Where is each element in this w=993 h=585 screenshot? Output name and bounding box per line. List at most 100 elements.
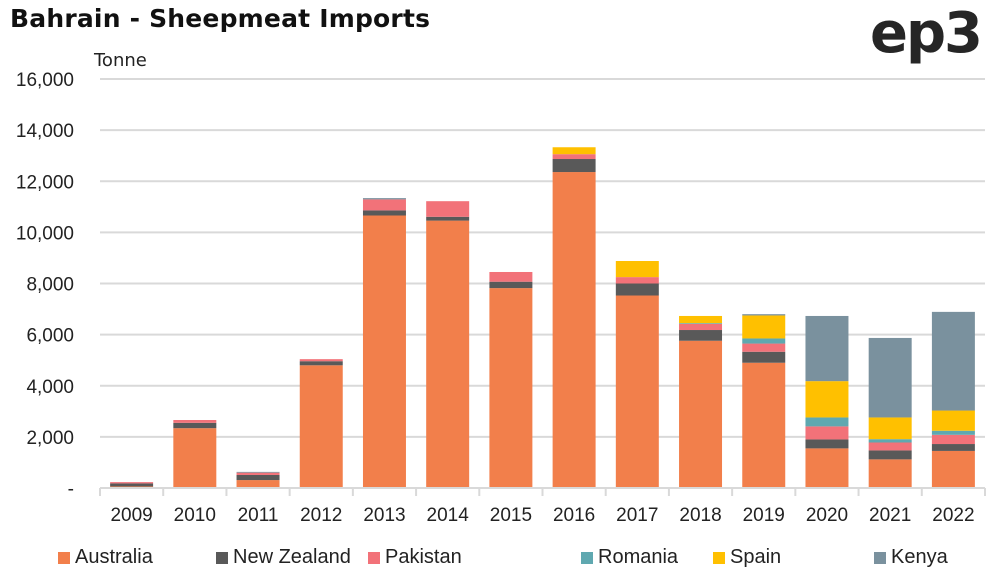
x-tick-label: 2022 [932,505,974,526]
bar-segment-new-zealand-2015 [489,281,533,289]
legend-label: New Zealand [233,546,351,568]
legend-item-spain: Spain [713,546,781,569]
bar-stack-2012 [299,359,343,488]
y-tick-label: 8,000 [26,275,74,296]
legend-swatch [58,551,70,564]
bar-segment-spain-2016 [552,147,596,155]
y-tick-label: 10,000 [16,223,74,244]
bar-stack-2014 [426,201,470,488]
legend-swatch [368,551,380,564]
bar-segment-new-zealand-2010 [173,422,217,429]
bar-segment-romania-2021 [868,439,912,443]
x-tick-label: 2018 [679,505,721,526]
x-tick-label: 2011 [238,505,279,526]
bar-segment-pakistan-2019 [742,343,786,352]
legend-label: Romania [598,546,679,568]
bar-segment-new-zealand-2009 [110,483,154,487]
y-tick-label: - [68,479,74,500]
y-tick-label: 6,000 [26,326,74,347]
bar-segment-spain-2018 [679,315,723,324]
x-tick-label: 2014 [427,505,470,526]
x-tick-label: 2015 [490,505,532,526]
bar-segment-pakistan-2016 [552,154,596,160]
x-tick-label: 2020 [806,505,848,526]
bar-segment-kenya-2022 [931,311,975,411]
bar-segment-new-zealand-2021 [868,450,912,460]
bar-segment-kenya-2020 [805,315,849,382]
bar-segment-australia-2015 [489,288,533,488]
bar-segment-spain-2022 [931,410,975,431]
y-axis-label: Tonne [94,50,147,71]
x-tick-label: 2019 [743,505,785,526]
bar-segment-australia-2013 [362,215,406,488]
bar-segment-new-zealand-2011 [236,474,280,481]
bar-segment-australia-2011 [236,480,280,488]
legend-label: Spain [730,546,782,568]
bar-segment-australia-2017 [615,295,659,488]
gridlines [100,78,985,438]
bar-segment-australia-2016 [552,172,596,489]
y-tick-label: 2,000 [26,428,74,449]
bar-segment-new-zealand-2020 [805,439,849,449]
bar-segment-new-zealand-2018 [679,330,723,341]
bar-segment-pakistan-2018 [679,323,723,331]
bar-segment-pakistan-2022 [931,434,975,445]
x-tick-label: 2016 [553,505,595,526]
bar-segment-kenya-2021 [868,337,912,418]
bar-segment-pakistan-2009 [110,482,154,484]
legend-item-pakistan: Pakistan [368,546,462,569]
legend-swatch [874,551,886,564]
bar-segment-spain-2021 [868,417,912,440]
legend-label: Australia [75,546,153,568]
bar-segment-new-zealand-2014 [426,216,470,221]
x-tick-label: 2009 [110,505,152,526]
bar-segment-kenya-2011 [236,471,280,473]
bar-segment-pakistan-2011 [236,472,280,475]
bar-segment-kenya-2019 [742,314,786,316]
bar-segment-pakistan-2020 [805,426,849,440]
y-axis-ticks: - 2,000 4,000 6,000 8,000 10,000 12,000 14,000 1… [16,70,74,500]
legend-label: Kenya [891,546,948,568]
bar-stack-2021 [868,337,912,488]
bar-segment-australia-2019 [742,362,786,488]
bar-segment-australia-2012 [299,365,343,488]
legend-item-australia: Australia [58,546,153,569]
bar-stack-2022 [931,311,975,488]
bar-segment-new-zealand-2019 [742,351,786,363]
legend: Australia New Zealand Pakistan Romania Spain… [0,546,993,574]
bar-segment-pakistan-2017 [615,277,659,284]
bar-stack-2017 [615,261,659,488]
bar-stack-2016 [552,147,596,489]
stacked-bar-chart: - 2,000 4,000 6,000 8,000 10,000 12,000 14,000 1… [16,70,986,526]
legend-item-romania: Romania [581,546,678,569]
bar-segment-new-zealand-2017 [615,283,659,296]
x-axis: 2009 2010 2011 2012 2013 2014 2015 2016 2017 2018… [99,487,986,526]
y-tick-label: 12,000 [16,172,74,193]
bar-segment-romania-2018 [679,323,723,324]
bar-segment-australia-2014 [426,220,470,488]
y-tick-label: 14,000 [16,121,74,142]
bar-segment-spain-2017 [615,261,659,278]
bar-segment-romania-2020 [805,417,849,427]
bar-stack-2019 [742,314,786,488]
bar-segment-pakistan-2010 [173,420,217,423]
bar-segment-kenya-2013 [362,198,406,200]
bar-segment-new-zealand-2013 [362,210,406,216]
bar-stack-2015 [489,271,533,488]
bars [110,147,975,489]
bar-stack-2010 [173,420,217,488]
bar-segment-romania-2019 [742,338,786,344]
x-tick-label: 2010 [174,505,216,526]
x-tick-label: 2017 [616,505,658,526]
legend-swatch [713,551,725,564]
y-tick-label: 16,000 [16,70,74,91]
bar-segment-romania-2022 [931,430,975,435]
bar-stack-2013 [362,198,406,488]
bar-stack-2011 [236,471,280,488]
bar-segment-pakistan-2021 [868,442,912,451]
bar-segment-pakistan-2014 [426,201,470,217]
bar-segment-new-zealand-2012 [299,361,343,366]
bar-segment-pakistan-2012 [299,359,343,362]
x-tick-label: 2013 [363,505,405,526]
bar-segment-australia-2021 [868,459,912,488]
